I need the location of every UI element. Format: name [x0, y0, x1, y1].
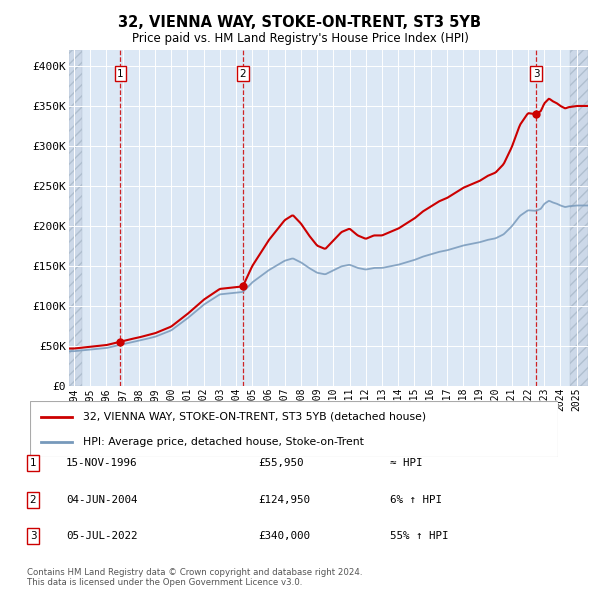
- Text: 55% ↑ HPI: 55% ↑ HPI: [390, 532, 449, 541]
- FancyBboxPatch shape: [30, 401, 558, 457]
- Text: HPI: Average price, detached house, Stoke-on-Trent: HPI: Average price, detached house, Stok…: [83, 437, 364, 447]
- Text: 04-JUN-2004: 04-JUN-2004: [66, 495, 137, 504]
- Text: 2: 2: [239, 68, 246, 78]
- Text: 2: 2: [29, 495, 37, 504]
- Text: 15-NOV-1996: 15-NOV-1996: [66, 458, 137, 468]
- Text: Price paid vs. HM Land Registry's House Price Index (HPI): Price paid vs. HM Land Registry's House …: [131, 32, 469, 45]
- Text: 3: 3: [29, 532, 37, 541]
- Bar: [570, 50, 588, 386]
- Text: 32, VIENNA WAY, STOKE-ON-TRENT, ST3 5YB: 32, VIENNA WAY, STOKE-ON-TRENT, ST3 5YB: [119, 15, 482, 30]
- Text: £340,000: £340,000: [258, 532, 310, 541]
- Text: ≈ HPI: ≈ HPI: [390, 458, 422, 468]
- Text: 1: 1: [117, 68, 124, 78]
- Text: 6% ↑ HPI: 6% ↑ HPI: [390, 495, 442, 504]
- Text: Contains HM Land Registry data © Crown copyright and database right 2024.
This d: Contains HM Land Registry data © Crown c…: [27, 568, 362, 587]
- Text: 32, VIENNA WAY, STOKE-ON-TRENT, ST3 5YB (detached house): 32, VIENNA WAY, STOKE-ON-TRENT, ST3 5YB …: [83, 412, 426, 422]
- Text: £55,950: £55,950: [258, 458, 304, 468]
- Text: 05-JUL-2022: 05-JUL-2022: [66, 532, 137, 541]
- Text: £124,950: £124,950: [258, 495, 310, 504]
- Text: 1: 1: [29, 458, 37, 468]
- Text: 3: 3: [533, 68, 539, 78]
- Bar: [69, 50, 82, 386]
